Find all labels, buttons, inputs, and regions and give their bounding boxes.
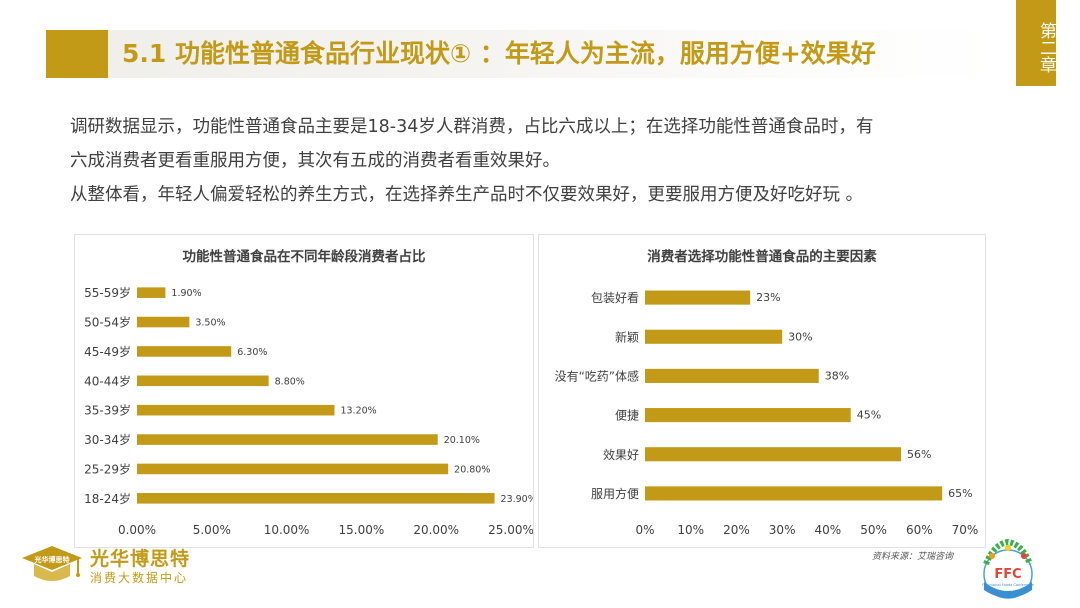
age-distribution-chart: 55-59岁 1.90% 50-54岁 3.50% 45-49岁 6.30% 40-44岁 8… [84, 285, 533, 537]
brand-tagline: 消费大数据中心 [90, 571, 189, 585]
value-label-1-2: 38% [825, 369, 849, 382]
brand-name: 光华博思特 [90, 548, 191, 570]
paragraph-2: 从整体看，年轻人偏爱轻松的养生方式，在选择养生产品时不仅要效果好，更要服用方便及… [70, 185, 864, 205]
value-label-0-5: 20.10% [444, 435, 480, 446]
value-label-0-1: 3.50% [195, 318, 225, 329]
bar-1-3 [645, 408, 851, 423]
chart-title-age: 功能性普通食品在不同年龄段消费者占比 [182, 249, 426, 265]
category-label-0-0: 55-59岁 [84, 285, 131, 300]
category-label-1-0: 包装好看 [591, 291, 639, 305]
value-label-0-6: 20.80% [454, 464, 490, 475]
bar-0-7 [137, 493, 495, 504]
bar-0-0 [137, 287, 166, 298]
value-label-0-3: 8.80% [275, 376, 305, 387]
x-tick-label-0-2: 10.00% [264, 523, 310, 537]
category-label-0-5: 30-34岁 [84, 432, 131, 447]
x-tick-label-1-1: 10% [677, 523, 704, 537]
badge-text: 光华博思特 [34, 555, 70, 564]
source-note: 资料来源：艾瑞咨询 [872, 552, 954, 562]
bar-0-2 [137, 346, 232, 357]
x-tick-label-0-3: 15.00% [339, 523, 385, 537]
page-title: 5.1 功能性普通食品行业现状① ：年轻人为主流，服用方便+效果好 [122, 39, 876, 68]
x-tick-label-1-7: 70% [952, 523, 979, 537]
value-label-1-1: 30% [788, 330, 812, 343]
paragraph-1-line-2: 六成消费者更看重服用方便，其次有五成的消费者看重效果好。 [70, 151, 560, 171]
bar-1-5 [645, 486, 943, 501]
value-label-0-7: 23.90% [501, 494, 533, 505]
value-label-0-2: 6.30% [237, 347, 267, 358]
x-tick-label-1-3: 30% [769, 523, 796, 537]
header-accent-block [46, 30, 108, 78]
category-label-1-3: 便捷 [615, 409, 639, 423]
ffc-subtext: Functional Foods Conference [982, 583, 1035, 587]
x-tick-label-1-0: 0% [635, 523, 654, 537]
x-tick-label-0-5: 25.00% [488, 523, 533, 537]
body-text: 调研数据显示，功能性普通食品主要是18-34岁人群消费，占比六成以上；在选择功能… [70, 110, 1020, 212]
category-label-1-4: 效果好 [603, 447, 639, 462]
x-tick-label-1-4: 40% [815, 523, 842, 537]
x-tick-label-1-2: 20% [723, 523, 750, 537]
bar-0-1 [137, 316, 190, 328]
bar-0-3 [137, 375, 269, 387]
chapter-tab: 第二章 [1016, 0, 1056, 86]
category-label-0-4: 35-39岁 [84, 403, 131, 418]
ffc-logo-icon: FFC Functional Foods Conference [982, 538, 1035, 599]
purchase-factors-chart: 包装好看 23% 新颖 30% 没有“吃药”体感 38% 便捷 45% 效果好 56% 服用方便 65… [555, 290, 979, 537]
category-label-0-7: 18-24岁 [84, 491, 131, 506]
category-label-0-2: 45-49岁 [84, 344, 131, 359]
bar-1-0 [645, 290, 751, 305]
category-label-0-1: 50-54岁 [84, 315, 131, 330]
category-label-0-6: 25-29岁 [84, 461, 131, 476]
value-label-0-0: 1.90% [171, 288, 201, 299]
value-label-1-0: 23% [756, 291, 780, 304]
value-label-1-5: 65% [948, 487, 972, 500]
x-tick-label-0-0: 0.00% [118, 523, 156, 537]
value-label-1-3: 45% [857, 409, 881, 422]
header-bar [46, 30, 998, 78]
x-tick-label-0-1: 5.00% [193, 523, 231, 537]
graduation-cap-logo-icon: 光华博思特 [22, 546, 82, 581]
bar-1-2 [645, 368, 819, 383]
category-label-0-3: 40-44岁 [84, 373, 131, 388]
purchase-factors-chart-panel: 消费者选择功能性普通食品的主要因素 包装好看 23% 新颖 30% 没有“吃药”体感 38… [538, 234, 986, 548]
value-label-0-4: 13.20% [340, 406, 376, 417]
value-label-1-4: 56% [907, 448, 931, 461]
bar-1-4 [645, 447, 901, 462]
x-tick-label-1-5: 50% [860, 523, 887, 537]
category-label-1-2: 没有“吃药”体感 [555, 368, 639, 383]
bar-1-1 [645, 329, 783, 344]
x-tick-label-1-6: 60% [906, 523, 933, 537]
chart-title-factors: 消费者选择功能性普通食品的主要因素 [647, 249, 877, 265]
x-tick-label-0-4: 20.00% [413, 523, 459, 537]
category-label-1-1: 新颖 [615, 329, 639, 344]
paragraph-1-line-1: 调研数据显示，功能性普通食品主要是18-34岁人群消费，占比六成以上；在选择功能… [70, 117, 874, 137]
bar-0-4 [137, 404, 335, 416]
brand-block: 光华博思特 光华博思特 消费大数据中心 [16, 544, 196, 600]
ffc-text: FFC [994, 567, 1021, 582]
bar-0-6 [137, 463, 449, 475]
age-distribution-chart-panel: 功能性普通食品在不同年龄段消费者占比 55-59岁 1.90% 50-54岁 3.50… [74, 234, 534, 548]
bar-0-5 [137, 434, 438, 445]
category-label-1-5: 服用方便 [591, 486, 639, 501]
